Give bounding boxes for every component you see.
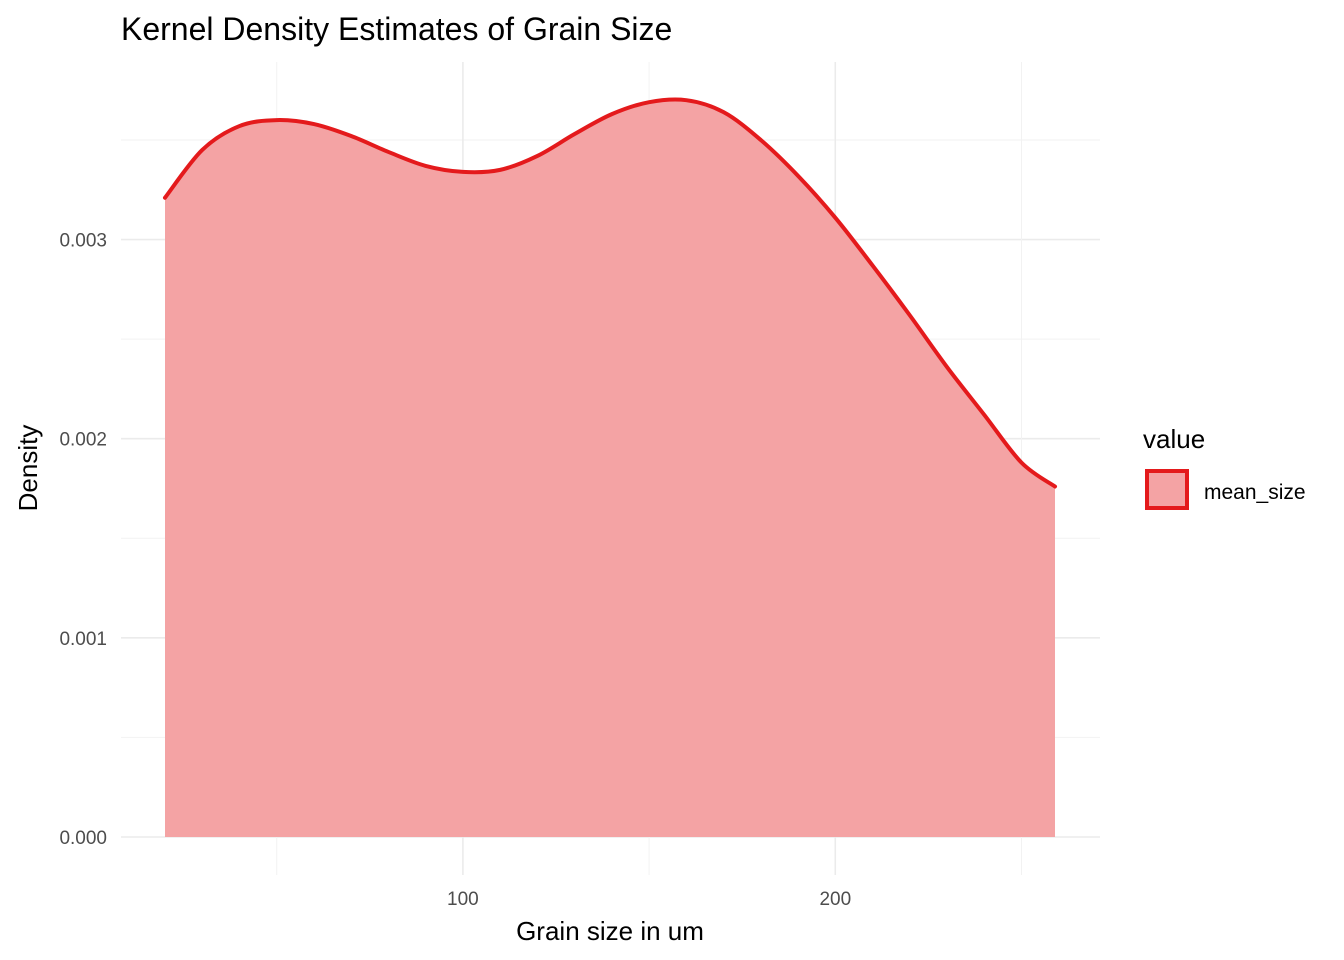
x-tick-labels: 100 200 xyxy=(447,889,851,910)
y-axis-title: Density xyxy=(13,425,43,512)
y-tick-labels: 0.000 0.001 0.002 0.003 xyxy=(59,231,107,849)
legend-key-mean-size xyxy=(1145,469,1189,510)
x-axis-title: Grain size in um xyxy=(516,916,704,946)
y-tick-label: 0.001 xyxy=(59,629,107,650)
x-tick-label: 100 xyxy=(447,889,479,910)
y-tick-label: 0.003 xyxy=(59,231,107,252)
x-tick-label: 200 xyxy=(819,889,851,910)
density-line-mean-size xyxy=(163,97,1057,489)
legend-title: value xyxy=(1143,424,1205,454)
legend: value mean_size xyxy=(1143,424,1306,510)
chart-title: Kernel Density Estimates of Grain Size xyxy=(121,11,672,47)
y-tick-label: 0.000 xyxy=(59,828,107,849)
density-area-layer xyxy=(163,97,1057,837)
legend-label-mean-size: mean_size xyxy=(1204,481,1306,504)
y-tick-label: 0.002 xyxy=(59,430,107,451)
density-area-mean-size xyxy=(165,99,1055,837)
